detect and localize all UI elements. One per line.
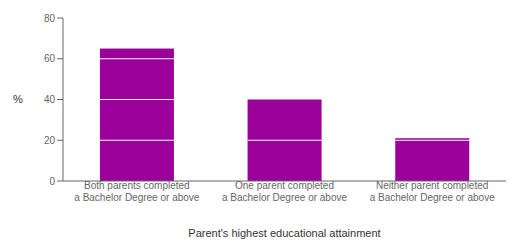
svg-text:Parent's highest educational a: Parent's highest educational attainment: [188, 227, 380, 239]
svg-text:80: 80: [44, 13, 56, 24]
svg-text:%: %: [13, 93, 23, 105]
svg-text:One parent completeda Bachelor: One parent completeda Bachelor Degree or…: [222, 180, 348, 203]
svg-text:40: 40: [44, 94, 56, 105]
svg-text:Both parents completeda Bachel: Both parents completeda Bachelor Degree …: [74, 180, 200, 203]
svg-text:20: 20: [44, 135, 56, 146]
svg-text:60: 60: [44, 53, 56, 64]
svg-text:Neither parent completeda Bach: Neither parent completeda Bachelor Degre…: [370, 180, 496, 203]
svg-text:0: 0: [49, 176, 55, 187]
